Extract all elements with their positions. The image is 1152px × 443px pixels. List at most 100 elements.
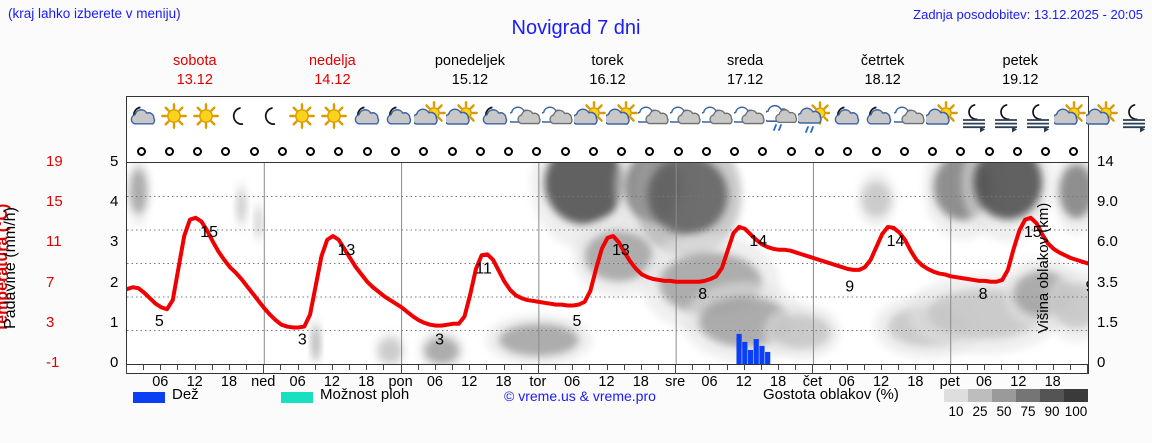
day-header-strip: sobota 13.12 nedelja 14.12 ponedeljek 15.12 to… (126, 52, 1089, 94)
sun-cloud-icon (606, 98, 638, 138)
x-axis-label: 18 (1044, 374, 1061, 390)
x-axis-label: 18 (632, 374, 649, 390)
calm-wind-icon (560, 146, 570, 156)
wind-marker (749, 146, 777, 156)
x-tick (915, 365, 917, 370)
day-date: 14.12 (314, 72, 351, 88)
x-axis-labels: 06 12 18 ned 06 12 18 pon 06 12 18 tor 06 12 18 sre 06 12… (0, 374, 1152, 392)
precip-bar (753, 339, 759, 364)
x-axis-label: 18 (770, 374, 787, 390)
day-header-4: torek 16.12 (539, 52, 677, 94)
wind-marker (410, 146, 438, 156)
rain-legend-label: Dež (172, 386, 199, 403)
temperature-label: 15 (1024, 224, 1042, 241)
x-tick (194, 365, 196, 370)
cloud-rain-icon (766, 98, 798, 138)
cloudticks-label: 0 (1097, 354, 1106, 371)
credit-link[interactable]: © vreme.us & vreme.pro (504, 388, 656, 404)
x-tick (1087, 365, 1088, 374)
x-axis-label: sre (665, 374, 686, 390)
day-date: 13.12 (176, 72, 213, 88)
moon-cloud-icon (478, 98, 510, 138)
x-axis-label: 18 (358, 374, 375, 390)
calm-wind-icon (899, 146, 909, 156)
day-header-2: nedelja 14.12 (264, 52, 402, 94)
x-axis-ticks (126, 365, 1089, 374)
calm-wind-icon (984, 146, 994, 156)
x-tick (760, 365, 762, 370)
x-axis-label: 06 (564, 374, 581, 390)
cloud-icon (638, 98, 670, 138)
x-tick (126, 365, 127, 374)
colorbar-segment-2 (968, 389, 992, 402)
colorbar-label: 25 (972, 404, 988, 419)
cloud-icon (542, 98, 574, 138)
temperature-label: 3 (298, 331, 307, 348)
wind-marker (523, 146, 551, 156)
day-name: petek (1002, 53, 1038, 69)
showers-legend-swatch (281, 392, 313, 403)
x-tick (503, 365, 505, 370)
precipitation-bars (736, 333, 771, 364)
precticks-label: 5 (110, 153, 119, 170)
cloud-density-layer (127, 163, 1088, 364)
calm-wind-icon (419, 146, 429, 156)
x-axis-label: ned (251, 374, 276, 390)
moon-cloud-icon (830, 98, 862, 138)
cloud-blob (1059, 164, 1088, 219)
x-axis-label: 12 (323, 374, 340, 390)
tempticks-label: 19 (46, 153, 63, 170)
precticks-label: 2 (110, 273, 119, 291)
wind-marker-row (126, 140, 1089, 162)
x-tick (657, 365, 659, 370)
temperature-label: 13 (612, 242, 630, 259)
calm-wind-icon (306, 146, 316, 156)
x-axis-label: 12 (872, 374, 890, 390)
precticks-label: 0 (110, 354, 119, 371)
x-axis-label: pet (939, 374, 960, 390)
moon-cloud-icon (350, 98, 382, 138)
x-tick (812, 365, 814, 374)
wind-marker (975, 146, 1003, 156)
day-header-1: sobota 13.12 (126, 52, 264, 94)
colorbar-segment-4 (1016, 389, 1040, 402)
x-tick (572, 365, 574, 370)
wind-marker (721, 146, 749, 156)
wind-marker (579, 146, 607, 156)
temperature-label: 14 (749, 233, 767, 250)
x-axis-label: 12 (1010, 374, 1027, 390)
cloud-blob (1053, 282, 1088, 329)
calm-wind-icon (956, 146, 966, 156)
x-tick (246, 365, 248, 370)
wind-marker (268, 146, 296, 156)
wind-marker (692, 146, 720, 156)
precip-bar (759, 345, 765, 364)
forecast-plot: 5 15 3 13 3 11 5 13 8 14 9 14 8 15 9 (126, 162, 1089, 365)
precip-bar (742, 341, 748, 364)
day-header-3: ponedeljek 15.12 (401, 52, 539, 94)
wind-marker (381, 146, 409, 156)
wind-marker (777, 146, 805, 156)
cloudticks-label: 14 (1097, 153, 1114, 170)
x-tick (1001, 365, 1003, 370)
precipitation-axis-title: Padavine (mm/h) (2, 207, 19, 329)
sun-icon (190, 98, 222, 138)
x-tick (1052, 365, 1054, 370)
wind-marker (494, 146, 522, 156)
moon-fog-icon (990, 98, 1022, 138)
calm-wind-icon (277, 146, 287, 156)
calm-wind-icon (1012, 146, 1022, 156)
cloud-blob (378, 338, 402, 363)
x-tick (675, 365, 677, 374)
moon-cloud-icon (126, 98, 158, 138)
cloud-blob (544, 163, 625, 225)
calm-wind-icon (588, 146, 598, 156)
temperature-label: 3 (435, 331, 444, 348)
calm-wind-icon (391, 146, 401, 156)
temperature-label: 9 (845, 279, 854, 296)
colorbar-segment-5 (1040, 389, 1064, 402)
cloud-blob (237, 189, 246, 222)
calm-wind-icon (871, 146, 881, 156)
calm-wind-icon (701, 146, 711, 156)
cloud-blob (773, 314, 831, 350)
